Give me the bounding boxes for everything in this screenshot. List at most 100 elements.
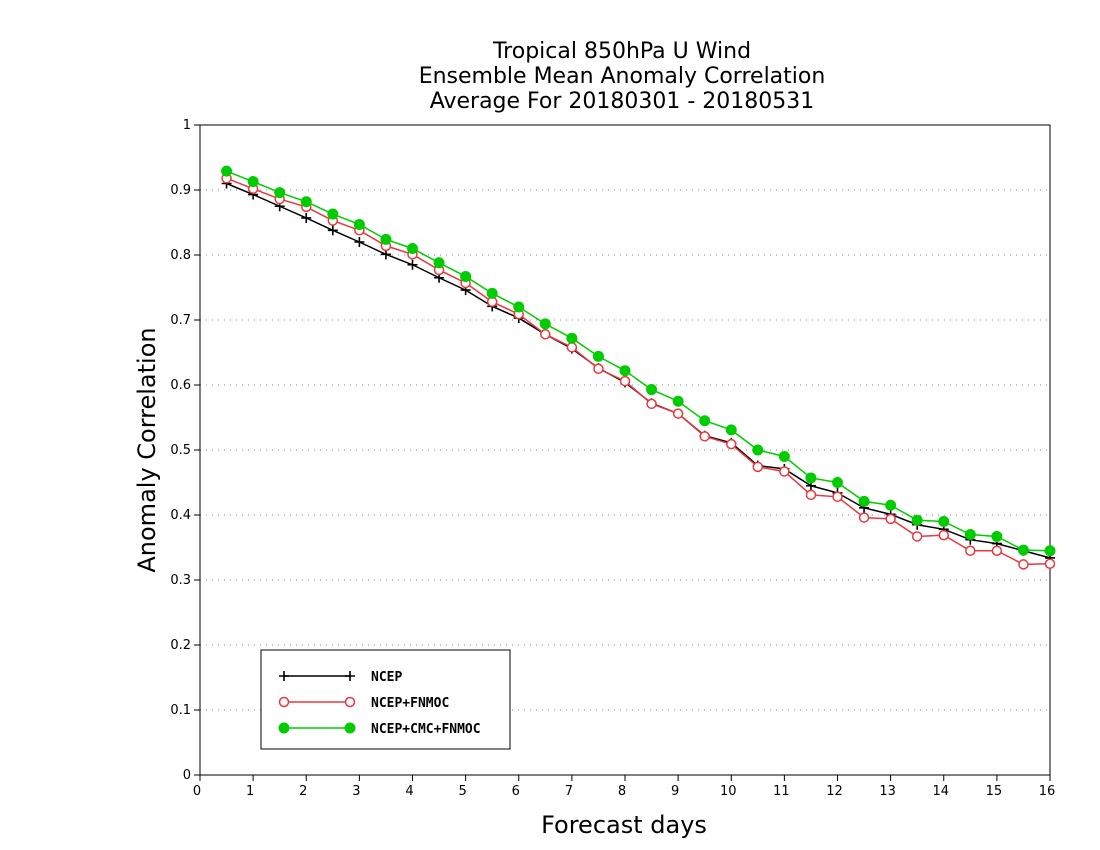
- data-point-ncep-cmc-fnmoc: [247, 176, 259, 188]
- series-ncep: [221, 178, 1055, 563]
- x-tick-label: 11: [773, 784, 790, 799]
- legend-marker: [278, 722, 290, 734]
- data-point-ncep-fnmoc: [1044, 558, 1056, 569]
- data-point-ncep-cmc-fnmoc: [407, 243, 418, 254]
- series-group: [221, 165, 1056, 570]
- data-point-ncep-fnmoc: [885, 513, 896, 525]
- data-point-ncep-cmc-fnmoc: [752, 444, 764, 456]
- legend-label: NCEP+FNMOC: [371, 696, 449, 711]
- y-tick-label: 1: [183, 118, 191, 133]
- y-tick-label: 0.8: [170, 248, 191, 263]
- data-point-ncep-cmc-fnmoc: [460, 270, 472, 282]
- data-point-ncep-fnmoc: [540, 329, 551, 340]
- x-tick-label: 0: [193, 784, 201, 799]
- legend-marker: [344, 696, 356, 708]
- y-tick-label: 0.7: [170, 313, 191, 328]
- x-tick-label: 15: [986, 784, 1003, 799]
- data-point-ncep: [354, 237, 365, 247]
- legend-marker: [344, 722, 356, 734]
- data-point-ncep-cmc-fnmoc: [274, 187, 286, 199]
- data-point-ncep-fnmoc: [911, 531, 923, 542]
- data-point-ncep-fnmoc: [938, 529, 949, 541]
- data-point-ncep-cmc-fnmoc: [619, 365, 631, 377]
- data-point-ncep-cmc-fnmoc: [353, 218, 365, 230]
- series-ncep-cmc-fnmoc: [221, 165, 1056, 557]
- data-point-ncep-cmc-fnmoc: [911, 514, 923, 526]
- series-line-ncep: [226, 182, 1051, 559]
- data-point-ncep-cmc-fnmoc: [380, 233, 392, 245]
- x-tick-label: 14: [932, 784, 949, 799]
- data-point-ncep-cmc-fnmoc: [300, 196, 312, 208]
- data-point-ncep-cmc-fnmoc: [646, 384, 658, 396]
- data-point-ncep-cmc-fnmoc: [725, 424, 737, 436]
- data-point-ncep-cmc-fnmoc: [221, 165, 233, 177]
- x-tick-label: 6: [512, 784, 520, 799]
- y-tick-label: 0.3: [170, 573, 191, 588]
- data-point-ncep-cmc-fnmoc: [699, 415, 711, 427]
- data-point-ncep-cmc-fnmoc: [1044, 545, 1056, 557]
- x-tick-label: 5: [458, 784, 466, 799]
- data-point-ncep-fnmoc: [699, 431, 710, 442]
- x-tick-label: 16: [1039, 784, 1056, 799]
- series-line-ncep-cmc-fnmoc: [226, 170, 1051, 552]
- data-point-ncep-cmc-fnmoc: [964, 529, 976, 540]
- legend-marker: [345, 671, 355, 681]
- data-point-ncep: [327, 225, 338, 236]
- data-point-ncep-fnmoc: [593, 363, 604, 374]
- data-point-ncep-cmc-fnmoc: [539, 318, 551, 330]
- data-point-ncep-cmc-fnmoc: [832, 477, 843, 488]
- data-point-ncep-fnmoc: [672, 408, 684, 419]
- x-tick-label: 12: [826, 784, 843, 799]
- x-tick-label: 3: [352, 784, 360, 799]
- y-tick-label: 0.6: [170, 378, 191, 393]
- data-point-ncep-fnmoc: [726, 438, 737, 450]
- x-tick-label: 4: [405, 784, 413, 799]
- legend-item-ncep-cmc-fnmoc: NCEP+CMC+FNMOC: [278, 722, 481, 737]
- data-point-ncep-cmc-fnmoc: [778, 451, 790, 462]
- data-point-ncep-cmc-fnmoc: [327, 208, 339, 220]
- x-axis: 0 1 2 3 4 5 6 7 8 9 10 11 12 13 14 15 16: [193, 775, 1055, 799]
- x-tick-label: 9: [671, 784, 679, 799]
- legend-item-ncep: NCEP: [279, 670, 402, 685]
- data-point-ncep-fnmoc: [566, 342, 578, 353]
- data-point-ncep-cmc-fnmoc: [486, 287, 498, 299]
- series-line-ncep-fnmoc: [226, 177, 1051, 566]
- x-tick-label: 10: [720, 784, 737, 799]
- data-point-ncep-cmc-fnmoc: [513, 301, 525, 313]
- y-tick-label: 0.2: [170, 638, 191, 653]
- data-point-ncep-cmc-fnmoc: [858, 495, 870, 507]
- data-point-ncep-cmc-fnmoc: [566, 332, 578, 344]
- y-tick-label: 0: [183, 768, 191, 783]
- title-line-2: Ensemble Mean Anomaly Correlation: [419, 64, 826, 89]
- legend-box: [260, 649, 511, 750]
- y-tick-label: 0.9: [170, 183, 191, 198]
- data-point-ncep: [301, 212, 312, 223]
- x-axis-title: Forecast days: [541, 811, 707, 839]
- title-line-3: Average For 20180301 - 20180531: [430, 89, 815, 114]
- legend: NCEP NCEP+FNMOC NCEP+CMC+FNMOC: [260, 649, 511, 750]
- data-point-ncep-fnmoc: [991, 545, 1003, 556]
- data-point-ncep-fnmoc: [858, 512, 870, 523]
- data-point-ncep-cmc-fnmoc: [938, 516, 950, 527]
- y-tick-label: 0.1: [170, 703, 191, 718]
- data-point-ncep-cmc-fnmoc: [805, 472, 817, 484]
- legend-marker: [278, 696, 290, 708]
- legend-marker: [279, 671, 289, 681]
- title-line-1: Tropical 850hPa U Wind: [492, 39, 751, 64]
- data-point-ncep-cmc-fnmoc: [592, 350, 604, 362]
- x-tick-label: 1: [246, 784, 254, 799]
- y-axis: 0 0.1 0.2 0.3 0.4 0.5 0.6 0.7 0.8 0.9 1: [170, 118, 200, 783]
- data-point-ncep-cmc-fnmoc: [1017, 544, 1029, 556]
- data-point-ncep-fnmoc: [779, 466, 790, 477]
- x-tick-label: 7: [565, 784, 573, 799]
- data-point-ncep: [407, 259, 418, 270]
- data-point-ncep-fnmoc: [752, 461, 764, 473]
- data-point-ncep-fnmoc: [619, 375, 631, 387]
- x-tick-label: 8: [618, 784, 626, 799]
- data-point-ncep-fnmoc: [805, 489, 817, 501]
- x-tick-label: 13: [879, 784, 896, 799]
- data-point-ncep-cmc-fnmoc: [672, 395, 684, 407]
- data-point-ncep-cmc-fnmoc: [885, 499, 897, 511]
